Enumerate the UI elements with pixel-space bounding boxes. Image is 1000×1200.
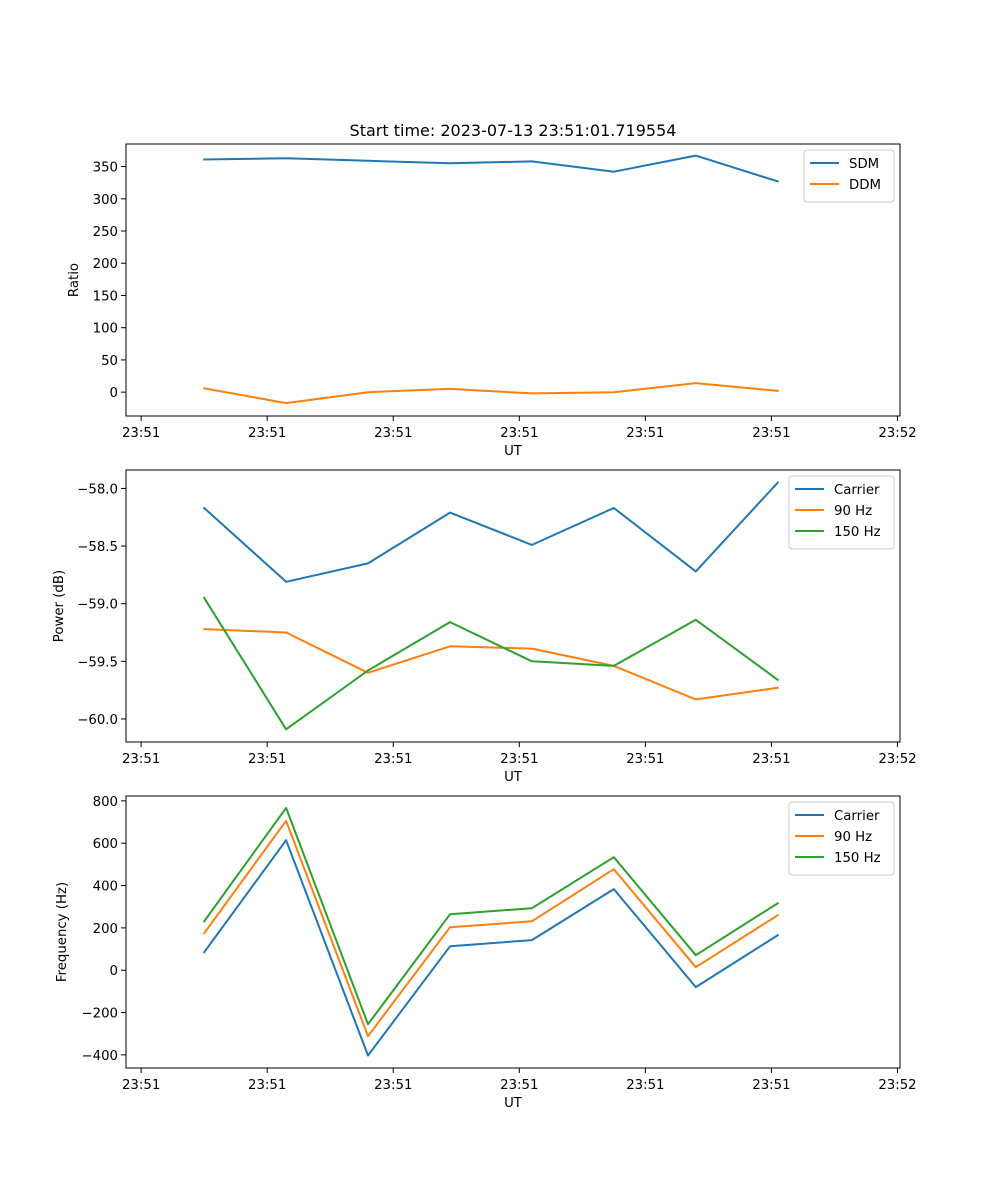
y-tick-label: 0 bbox=[110, 386, 118, 401]
x-tick-label: 23:52 bbox=[878, 752, 916, 767]
series-line-90-hz bbox=[203, 628, 779, 701]
x-axis-label: UT bbox=[504, 770, 523, 785]
x-tick-label: 23:52 bbox=[878, 1078, 916, 1093]
y-tick-label: 0 bbox=[110, 964, 118, 979]
panels: 23:51 23:51 23:51 23:51 23:51 23:51 23:52 0 50 10… bbox=[52, 143, 917, 1111]
x-tick-label: 23:51 bbox=[248, 752, 286, 767]
legend-label: 90 Hz bbox=[834, 504, 872, 519]
legend-label: 90 Hz bbox=[834, 830, 872, 845]
y-tick-label: −59.5 bbox=[77, 655, 118, 670]
y-tick-label: −400 bbox=[81, 1049, 118, 1064]
y-tick-label: 200 bbox=[93, 257, 118, 272]
x-tick-label: 23:51 bbox=[752, 752, 790, 767]
series-line-sdm bbox=[203, 154, 779, 183]
legend-label: 150 Hz bbox=[834, 525, 881, 540]
y-tick-label: 300 bbox=[93, 193, 118, 208]
x-tick-label: 23:51 bbox=[374, 426, 412, 441]
axes-frame bbox=[125, 469, 901, 743]
y-axis-label: Frequency (Hz) bbox=[55, 882, 70, 982]
y-tick-label: −59.0 bbox=[77, 598, 118, 613]
x-tick-label: 23:51 bbox=[626, 426, 664, 441]
y-tick-label: 350 bbox=[93, 161, 118, 176]
y-tick-label: 100 bbox=[93, 322, 118, 337]
x-tick-label: 23:51 bbox=[626, 1078, 664, 1093]
legend: Carrier 90 Hz 150 Hz bbox=[788, 475, 895, 550]
x-tick-label: 23:51 bbox=[500, 426, 538, 441]
y-tick-label: 800 bbox=[93, 795, 118, 810]
y-tick-label: −58.0 bbox=[77, 482, 118, 497]
x-tick-label: 23:51 bbox=[500, 752, 538, 767]
series-line-carrier bbox=[202, 839, 780, 1057]
y-tick-label: −200 bbox=[81, 1007, 118, 1022]
series-line-90-hz bbox=[202, 819, 780, 1038]
axes-frame bbox=[125, 143, 901, 417]
x-tick-label: 23:51 bbox=[752, 1078, 790, 1093]
x-tick-label: 23:51 bbox=[122, 752, 160, 767]
legend-label: 150 Hz bbox=[834, 851, 881, 866]
x-tick-label: 23:51 bbox=[122, 1078, 160, 1093]
series-line-carrier bbox=[202, 481, 780, 583]
chart-title: Start time: 2023-07-13 23:51:01.719554 bbox=[350, 121, 677, 140]
x-axis-label: UT bbox=[504, 444, 523, 459]
y-tick-label: 200 bbox=[93, 922, 118, 937]
y-tick-label: −60.0 bbox=[77, 713, 118, 728]
series-line-150-hz bbox=[202, 806, 780, 1026]
x-axis-label: UT bbox=[504, 1096, 523, 1111]
x-tick-label: 23:51 bbox=[248, 1078, 286, 1093]
y-tick-label: 250 bbox=[93, 225, 118, 240]
panel-1: 23:51 23:51 23:51 23:51 23:51 23:51 23:52 0 50 10… bbox=[67, 143, 917, 459]
x-tick-label: 23:51 bbox=[626, 752, 664, 767]
x-tick-label: 23:51 bbox=[248, 426, 286, 441]
panel-2: 23:51 23:51 23:51 23:51 23:51 23:51 23:52 −60.0… bbox=[52, 469, 917, 785]
x-tick-label: 23:52 bbox=[878, 426, 916, 441]
legend: SDM DDM bbox=[803, 149, 895, 203]
x-tick-label: 23:51 bbox=[752, 426, 790, 441]
y-axis-label: Power (dB) bbox=[52, 570, 67, 642]
x-tick-label: 23:51 bbox=[122, 426, 160, 441]
legend-label: Carrier bbox=[834, 809, 880, 824]
legend: Carrier 90 Hz 150 Hz bbox=[788, 801, 895, 876]
series-line-150-hz bbox=[202, 596, 780, 731]
x-tick-label: 23:51 bbox=[374, 1078, 412, 1093]
legend-label: Carrier bbox=[834, 483, 880, 498]
y-tick-label: 150 bbox=[93, 289, 118, 304]
legend-label: DDM bbox=[849, 178, 881, 193]
panel-3: 23:51 23:51 23:51 23:51 23:51 23:51 23:52 −400 −… bbox=[55, 795, 917, 1111]
series-line-ddm bbox=[203, 382, 779, 405]
y-tick-label: −58.5 bbox=[77, 540, 118, 555]
y-axis-label: Ratio bbox=[67, 263, 82, 297]
y-tick-label: 50 bbox=[101, 354, 118, 369]
x-tick-label: 23:51 bbox=[374, 752, 412, 767]
y-tick-label: 400 bbox=[93, 880, 118, 895]
x-tick-label: 23:51 bbox=[500, 1078, 538, 1093]
y-tick-label: 600 bbox=[93, 837, 118, 852]
legend-label: SDM bbox=[849, 157, 879, 172]
axes-frame bbox=[125, 795, 901, 1069]
